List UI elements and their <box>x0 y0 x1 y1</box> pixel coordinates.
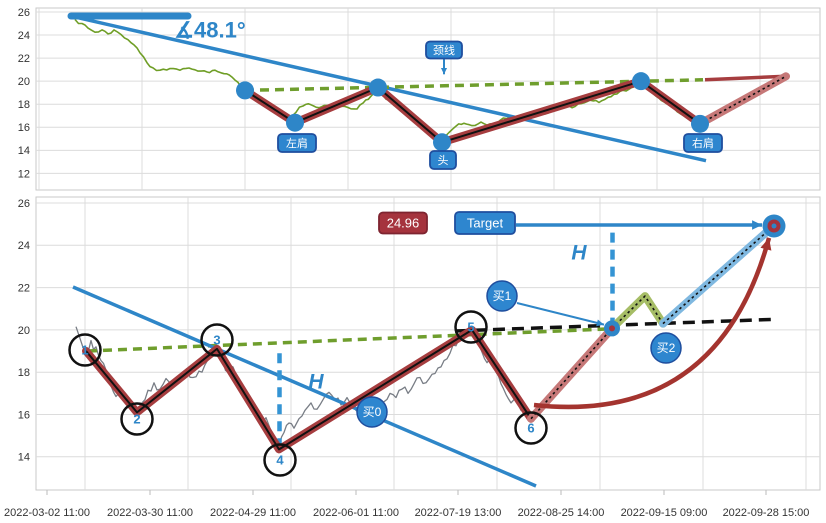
right-shoulder-label-box <box>683 133 723 153</box>
neckline-break-marker-dot <box>609 325 615 332</box>
x-axis-date-label: 2022-04-29 11:00 <box>210 507 296 519</box>
buy1-pointer-arrow-head <box>596 319 604 327</box>
x-axis-date-label: 2022-06-01 11:00 <box>313 507 399 519</box>
y-axis-tick-label: 12 <box>18 168 30 180</box>
y-axis-tick-label: 22 <box>18 282 30 294</box>
pivot-number-ring <box>514 411 548 445</box>
target-label-box <box>454 211 516 235</box>
pivot-number-ring <box>200 323 234 357</box>
wave-zigzag-core <box>85 328 532 451</box>
y-axis-tick-label: 20 <box>18 76 30 88</box>
pivot-number-ring <box>120 402 154 436</box>
pivot-number-text: 2 <box>133 412 140 427</box>
y-axis-tick-label: 16 <box>18 122 30 134</box>
head-label-text: 头 <box>438 154 449 167</box>
buy0-badge-text: 买0 <box>363 405 382 419</box>
buy0-badge <box>356 396 388 428</box>
pivot-number-text: 1 <box>81 343 88 358</box>
y-axis-tick-label: 14 <box>18 452 30 464</box>
projection-pullback-core <box>611 295 664 329</box>
buy2-badge-text: 买2 <box>657 341 676 355</box>
pivot-marker <box>691 114 709 133</box>
buy2-badge <box>650 332 682 364</box>
left-shoulder-label-text: 左肩 <box>286 136 308 150</box>
head-label-box <box>429 150 457 170</box>
pivot-number-text: 3 <box>213 333 220 348</box>
y-axis-tick-label: 26 <box>18 7 30 19</box>
y-axis-tick-label: 26 <box>18 198 30 210</box>
left-shoulder-label-box <box>277 133 317 153</box>
buy1-pointer-arrow <box>516 302 605 326</box>
pivot-number-text: 5 <box>467 320 474 335</box>
neckline-extension-solid <box>704 74 787 82</box>
buy1-badge-text: 买1 <box>493 289 512 303</box>
y-axis-tick-label: 24 <box>18 240 30 252</box>
x-axis-date-label: 2022-07-19 13:00 <box>415 507 502 519</box>
x-axis-date-label: 2022-03-02 11:00 <box>4 507 90 519</box>
target-point-core <box>771 223 777 229</box>
y-axis-tick-label: 18 <box>18 99 30 111</box>
x-axis-date-label: 2022-03-30 11:00 <box>107 507 193 519</box>
pivot-number-ring <box>68 333 102 367</box>
y-axis-tick-label: 18 <box>18 367 30 379</box>
breakout-projection <box>696 72 790 128</box>
target-value-label-text: 24.96 <box>387 216 420 231</box>
projection-to-target-core <box>662 226 773 325</box>
pivot-marker <box>369 78 387 97</box>
pivot-number-ring <box>454 310 488 344</box>
pivot-number-ring <box>263 443 297 477</box>
pivot-number-text: 4 <box>276 453 284 468</box>
neckline-label-text: 颈线 <box>433 43 455 57</box>
angle-value-label: ∡48.1° <box>174 18 245 43</box>
target-label-text: Target <box>467 216 504 231</box>
pivot-marker <box>286 113 304 132</box>
y-axis-tick-label: 16 <box>18 409 30 421</box>
buy1-badge <box>486 280 518 312</box>
target-arrow-head <box>752 220 762 230</box>
y-axis-tick-label: 22 <box>18 53 30 65</box>
x-axis-date-label: 2022-09-15 09:00 <box>621 507 708 519</box>
pivot-marker <box>433 133 451 152</box>
pivot-number-text: 6 <box>527 421 534 436</box>
pivot-marker <box>236 81 254 100</box>
y-axis-tick-label: 24 <box>18 30 30 42</box>
target-curve-arrow <box>533 237 772 410</box>
x-axis-date-label: 2022-09-28 15:00 <box>723 507 810 519</box>
head-shoulders-zigzag-core <box>244 80 701 144</box>
neckline-callout-arrow-head <box>440 67 448 75</box>
y-axis-tick-label: 20 <box>18 325 30 337</box>
projection-to-neckline-core <box>530 327 613 420</box>
target-curve-arrow-head <box>760 237 772 251</box>
y-axis-tick-label: 14 <box>18 145 30 157</box>
neckline-label-box <box>425 40 463 60</box>
height-h-label-left: H <box>308 370 324 393</box>
neckline-dashed <box>87 327 611 353</box>
downtrend-line <box>72 14 707 163</box>
downtrend-line <box>72 285 537 488</box>
x-axis-date-label: 2022-08-25 14:00 <box>518 507 605 519</box>
right-shoulder-label-text: 右肩 <box>692 136 714 150</box>
target-value-label-box <box>378 211 428 235</box>
wave-count-buy-points-panel-frame <box>35 196 821 491</box>
pivot-marker <box>632 72 650 91</box>
height-h-label-right: H <box>571 241 587 264</box>
